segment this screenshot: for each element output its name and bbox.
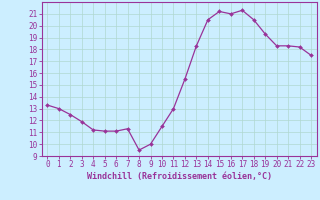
X-axis label: Windchill (Refroidissement éolien,°C): Windchill (Refroidissement éolien,°C) bbox=[87, 172, 272, 181]
